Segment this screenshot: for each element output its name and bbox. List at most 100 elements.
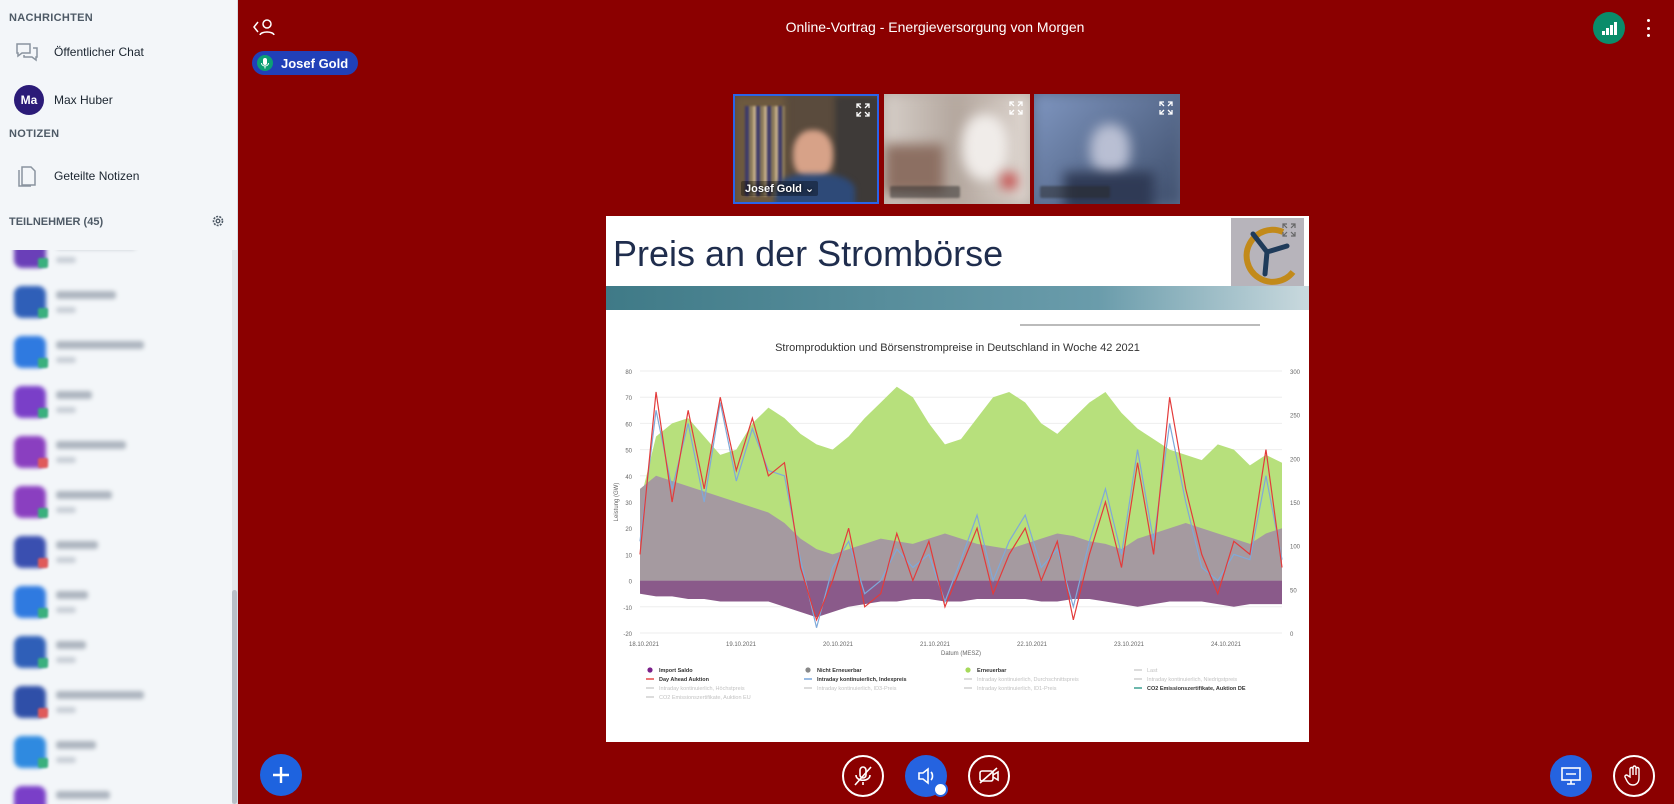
participant-role	[56, 257, 76, 263]
mute-button[interactable]	[842, 755, 884, 797]
y-tick-label: -10	[623, 606, 632, 612]
participant-name	[56, 641, 86, 649]
video-tile-participant-2[interactable]	[884, 94, 1030, 204]
slide-divider	[1020, 324, 1260, 326]
actions-button[interactable]	[260, 754, 302, 796]
meeting-title: Online-Vortrag - Energieversorgung von M…	[785, 19, 1085, 35]
participant-role	[56, 757, 76, 763]
gear-icon[interactable]	[211, 214, 225, 231]
participant-role	[56, 407, 76, 413]
private-chat-item[interactable]: Ma Max Huber	[0, 76, 237, 124]
slide-header-band	[606, 286, 1309, 310]
camera-off-icon	[979, 767, 999, 784]
participant-role	[56, 657, 76, 663]
notes-heading: NOTIZEN	[9, 128, 60, 140]
legend-marker	[647, 667, 653, 673]
line-intraday-index	[639, 402, 1283, 628]
participant-row[interactable]	[0, 576, 232, 626]
participant-row[interactable]	[0, 626, 232, 676]
fullscreen-icon[interactable]	[855, 102, 871, 118]
y-tick-label: 0	[629, 580, 633, 586]
participant-name	[56, 591, 88, 599]
status-badge	[38, 508, 48, 518]
participant-name	[56, 741, 96, 749]
participant-name	[56, 491, 112, 499]
video-tile-participant-3[interactable]	[1034, 94, 1180, 204]
fullscreen-icon[interactable]	[1158, 100, 1174, 116]
fullscreen-icon[interactable]	[1008, 100, 1024, 116]
participant-role	[56, 707, 76, 713]
participant-role	[56, 607, 76, 613]
x-tick-label: 22.10.2021	[1017, 642, 1048, 648]
y-tick-label: 30	[625, 501, 632, 507]
participant-row[interactable]	[0, 326, 232, 376]
participant-row[interactable]	[0, 476, 232, 526]
scrollbar-thumb[interactable]	[232, 590, 237, 804]
participant-name	[56, 291, 116, 299]
slide-logo	[1231, 218, 1304, 286]
status-badge	[38, 458, 48, 468]
public-chat-item[interactable]: Öffentlicher Chat	[0, 28, 237, 76]
participant-name	[56, 691, 144, 699]
audio-options-chevron[interactable]	[933, 782, 948, 797]
connection-status-button[interactable]	[1593, 12, 1625, 44]
mic-icon	[257, 55, 273, 71]
y2-tick-label: 250	[1290, 414, 1301, 420]
options-menu-button[interactable]	[1643, 16, 1653, 40]
y-axis-label: Leistung (GW)	[614, 483, 620, 522]
participant-row[interactable]	[0, 376, 232, 426]
notes-icon	[14, 163, 40, 189]
raise-hand-button[interactable]	[1613, 755, 1655, 797]
y2-tick-label: 50	[1290, 588, 1297, 594]
legend-label: Intraday kontinuierlich, ID3-Preis	[817, 686, 897, 692]
participant-row[interactable]	[0, 250, 232, 276]
legend-label: Intraday kontinuierlich, ID1-Preis	[977, 686, 1057, 692]
x-axis-label: Datum (MESZ)	[941, 651, 981, 657]
presentation-button[interactable]	[1550, 755, 1592, 797]
participant-row[interactable]	[0, 676, 232, 726]
participant-row[interactable]	[0, 526, 232, 576]
shared-notes-item[interactable]: Geteilte Notizen	[0, 152, 237, 200]
legend-label: Intraday kontinuierlich, Höchstpreis	[659, 686, 745, 692]
participant-row[interactable]	[0, 276, 232, 326]
video-label	[1040, 186, 1110, 198]
legend-label: Import Saldo	[659, 668, 693, 674]
legend-label: CO2 Emissionszertifikate, Auktion EU	[659, 695, 751, 701]
signal-icon	[1602, 22, 1617, 35]
participant-role	[56, 307, 76, 313]
area-import-saldo	[640, 580, 1282, 618]
y-tick-label: 50	[625, 449, 632, 455]
talking-indicator[interactable]: Josef Gold	[252, 51, 359, 75]
legend-label: Nicht Erneuerbar	[817, 668, 862, 674]
avatar: Ma	[14, 85, 44, 115]
status-badge	[38, 558, 48, 568]
x-tick-label: 21.10.2021	[920, 642, 951, 648]
participant-row[interactable]	[0, 726, 232, 776]
legend-label: CO2 Emissionszertifikate, Auktion DE	[1147, 686, 1246, 692]
y-tick-label: 40	[625, 475, 632, 481]
status-badge	[38, 308, 48, 318]
participants-list[interactable]	[0, 250, 232, 804]
y2-tick-label: 200	[1290, 457, 1301, 463]
fullscreen-icon[interactable]	[1281, 222, 1297, 238]
participants-scrollbar[interactable]	[232, 250, 237, 804]
video-label	[890, 186, 960, 198]
speaker-icon	[918, 767, 934, 785]
hand-icon	[1624, 765, 1640, 786]
participant-row[interactable]	[0, 776, 232, 804]
participant-name	[56, 341, 144, 349]
camera-button[interactable]	[968, 755, 1010, 797]
toggle-userlist-button[interactable]	[252, 16, 278, 38]
y2-tick-label: 300	[1290, 370, 1301, 376]
video-tile-josef-gold[interactable]: Josef Gold ⌄	[733, 94, 879, 204]
participant-role	[56, 457, 76, 463]
shared-notes-label: Geteilte Notizen	[54, 169, 140, 183]
legend-label: Day Ahead Auktion	[659, 677, 710, 683]
participant-row[interactable]	[0, 426, 232, 476]
participants-header: TEILNEHMER (45)	[0, 200, 237, 234]
y-tick-label: -20	[623, 632, 632, 638]
participant-role	[56, 507, 76, 513]
talker-name: Josef Gold	[281, 55, 349, 71]
presentation-slide[interactable]: Preis an der Strombörse Stromproduktion …	[606, 216, 1309, 742]
y-tick-label: 70	[625, 396, 632, 402]
